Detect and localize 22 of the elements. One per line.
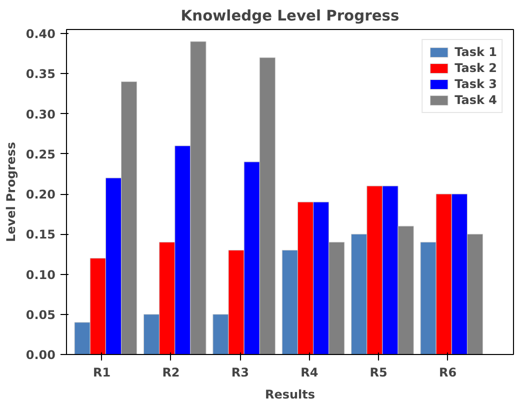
y-tick-label: 0.30 xyxy=(26,107,56,122)
x-tick-label: R6 xyxy=(438,366,457,380)
y-tick-label: 0.40 xyxy=(26,27,56,42)
x-axis-title: Results xyxy=(264,388,316,402)
y-tick-label: 0.10 xyxy=(26,268,56,282)
x-tick-label: R4 xyxy=(300,366,318,380)
x-tick-label: R5 xyxy=(370,366,388,380)
x-tick-label: R2 xyxy=(162,366,180,380)
chart-title: Knowledge Level Progress xyxy=(180,8,400,24)
y-tick-label: 0.05 xyxy=(26,308,56,322)
legend-label: Task 2 xyxy=(454,61,497,75)
legend-label: Task 3 xyxy=(454,77,497,91)
x-tick-label: R3 xyxy=(231,366,249,380)
x-tick-label: R1 xyxy=(92,366,111,380)
y-tick-label: 0.00 xyxy=(26,348,56,362)
y-axis-title: Level Progress xyxy=(4,142,18,242)
legend-label: Task 1 xyxy=(454,45,497,59)
y-tick-label: 0.25 xyxy=(26,147,56,162)
y-tick-label: 0.35 xyxy=(26,67,56,82)
y-tick-label: 0.20 xyxy=(26,188,56,202)
legend-label: Task 4 xyxy=(454,93,497,107)
y-tick-label: 0.15 xyxy=(26,228,56,242)
